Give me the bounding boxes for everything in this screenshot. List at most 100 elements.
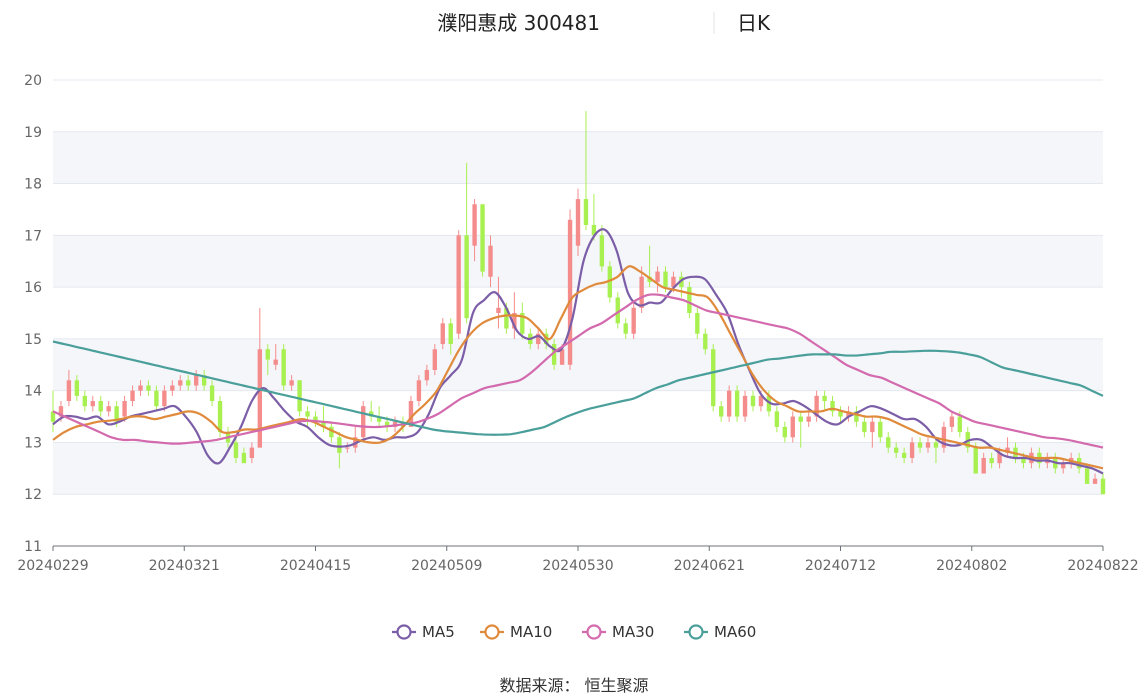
ma-line-ma60 bbox=[52, 340, 1104, 436]
candle-body bbox=[361, 406, 366, 438]
candle-body bbox=[886, 437, 891, 448]
candle-body bbox=[631, 307, 636, 334]
candle-body bbox=[424, 369, 430, 381]
candle-body bbox=[178, 380, 183, 386]
candle-body bbox=[599, 235, 605, 267]
candle-body bbox=[726, 390, 732, 417]
candle-body bbox=[639, 276, 644, 308]
band bbox=[53, 338, 1103, 391]
candle-body bbox=[408, 401, 414, 427]
candle-body bbox=[901, 452, 907, 458]
candle-body bbox=[949, 416, 955, 427]
candle-body bbox=[615, 297, 620, 324]
candle-body bbox=[909, 442, 915, 458]
candle-body bbox=[114, 406, 119, 422]
candle-body bbox=[130, 390, 135, 402]
candle-body bbox=[551, 344, 557, 365]
candle-body bbox=[567, 219, 573, 365]
candle-body bbox=[90, 401, 95, 407]
candle-body bbox=[512, 313, 517, 329]
candle-body bbox=[846, 411, 851, 417]
candle-body bbox=[368, 411, 374, 417]
candle-body bbox=[822, 395, 827, 402]
candle-body bbox=[472, 204, 477, 246]
candle-body bbox=[1084, 468, 1090, 484]
candle-body bbox=[217, 401, 223, 433]
x-tick-label: 20240415 bbox=[280, 558, 351, 574]
candle-body bbox=[575, 199, 581, 246]
candle-body bbox=[559, 349, 565, 365]
candle-body bbox=[456, 235, 461, 334]
candle-body bbox=[957, 416, 963, 433]
candle-body bbox=[162, 390, 167, 407]
candle-body bbox=[488, 245, 493, 277]
candle-body bbox=[925, 442, 931, 448]
y-tick-label: 12 bbox=[24, 487, 42, 503]
candle-body bbox=[734, 390, 740, 417]
candle-body bbox=[146, 385, 151, 391]
candle-body bbox=[862, 421, 867, 433]
candle-body bbox=[830, 401, 835, 412]
ma-line-ma10 bbox=[52, 265, 1104, 470]
band bbox=[53, 131, 1103, 184]
y-tick-label: 19 bbox=[24, 125, 42, 141]
candle-body bbox=[536, 333, 541, 345]
candle-body bbox=[758, 395, 764, 407]
candle-body bbox=[814, 395, 819, 417]
candle-body bbox=[989, 457, 994, 464]
y-axis: 11 12 13 14 15 16 17 18 19 20 bbox=[24, 73, 42, 555]
legend-marker-ma10 bbox=[484, 624, 500, 640]
candle-body bbox=[854, 411, 859, 422]
y-tick-label: 17 bbox=[24, 228, 42, 244]
candle-body bbox=[583, 199, 589, 225]
candle-body bbox=[106, 406, 111, 412]
candle-body bbox=[170, 385, 175, 391]
candle-body bbox=[671, 276, 676, 288]
candle-body bbox=[1100, 478, 1106, 495]
period-title: 日K bbox=[737, 11, 771, 35]
candle-body bbox=[878, 421, 883, 438]
legend-label-ma5: MA5 bbox=[422, 623, 455, 641]
candle-body bbox=[233, 442, 239, 458]
legend-marker-ma30 bbox=[586, 624, 602, 640]
y-tick-label: 15 bbox=[24, 332, 42, 348]
candle-body bbox=[82, 395, 88, 407]
y-tick-label: 20 bbox=[24, 73, 42, 89]
candle-body bbox=[1092, 478, 1098, 484]
candle-body bbox=[695, 313, 700, 334]
y-tick-label: 16 bbox=[24, 280, 42, 296]
candle-body bbox=[1021, 457, 1026, 464]
candle-body bbox=[504, 307, 509, 329]
plot-background-bands bbox=[53, 80, 1103, 546]
candle-body bbox=[790, 416, 795, 438]
candle-body bbox=[480, 204, 485, 272]
candle-body bbox=[337, 437, 342, 453]
candle-body bbox=[893, 447, 899, 453]
candle-body bbox=[750, 395, 756, 407]
candle-body bbox=[806, 416, 811, 422]
y-tick-label: 13 bbox=[24, 435, 42, 451]
candle-body bbox=[66, 380, 72, 402]
candle-body bbox=[186, 380, 191, 386]
candle-body bbox=[782, 426, 788, 438]
candle-body bbox=[607, 266, 613, 298]
candle-body bbox=[496, 307, 501, 313]
x-tick-label: 20240530 bbox=[542, 558, 613, 574]
candle-body bbox=[663, 271, 668, 288]
band bbox=[53, 80, 1103, 132]
candle-body bbox=[345, 447, 350, 449]
x-axis: 20240229 20240321 20240415 20240509 20240530… bbox=[17, 545, 1139, 574]
candle-body bbox=[655, 271, 660, 282]
y-tick-label: 14 bbox=[24, 384, 42, 400]
band bbox=[53, 442, 1103, 495]
candle-body bbox=[917, 442, 923, 448]
x-tick-label: 20240621 bbox=[674, 558, 745, 574]
candle-body bbox=[520, 313, 525, 334]
ma-line-ma5 bbox=[52, 228, 1104, 475]
candle-body bbox=[58, 406, 64, 417]
legend-marker-ma60 bbox=[688, 624, 704, 640]
candle-body bbox=[440, 323, 445, 345]
x-tick-label: 20240822 bbox=[1067, 558, 1138, 574]
candle-body bbox=[257, 349, 263, 448]
candle-body bbox=[1061, 463, 1066, 469]
